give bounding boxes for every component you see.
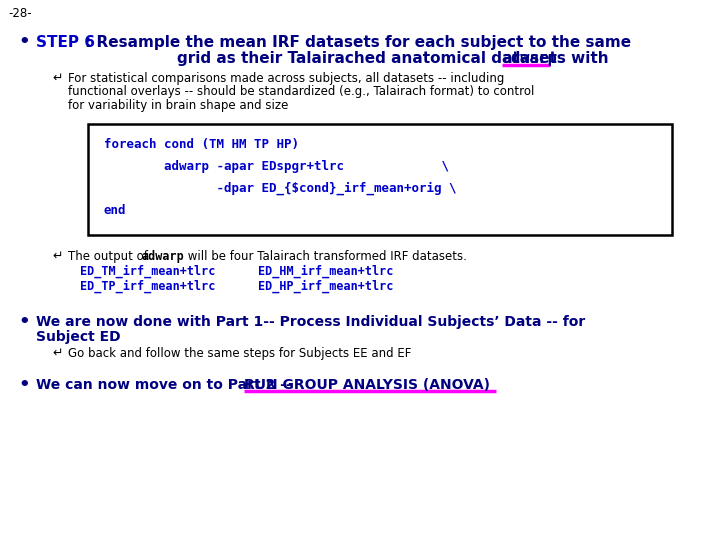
Text: foreach cond (TM HM TP HP): foreach cond (TM HM TP HP) xyxy=(104,138,299,151)
Text: We can now move on to Part 2 --: We can now move on to Part 2 -- xyxy=(36,378,297,392)
Text: ED_HM_irf_mean+tlrc: ED_HM_irf_mean+tlrc xyxy=(258,265,393,279)
Text: -28-: -28- xyxy=(8,7,32,20)
Text: ↵: ↵ xyxy=(52,72,63,85)
Text: -dpar ED_{$cond}_irf_mean+orig \: -dpar ED_{$cond}_irf_mean+orig \ xyxy=(104,182,456,195)
Text: •: • xyxy=(18,33,30,51)
Text: RUN GROUP ANALYSIS (ANOVA): RUN GROUP ANALYSIS (ANOVA) xyxy=(244,378,490,392)
Text: ED_HP_irf_mean+tlrc: ED_HP_irf_mean+tlrc xyxy=(258,280,393,293)
Text: : Resample the mean IRF datasets for each subject to the same: : Resample the mean IRF datasets for eac… xyxy=(85,35,631,50)
Text: For statistical comparisons made across subjects, all datasets -- including: For statistical comparisons made across … xyxy=(68,72,505,85)
Text: •: • xyxy=(18,313,30,331)
Text: will be four Talairach transformed IRF datasets.: will be four Talairach transformed IRF d… xyxy=(184,250,467,263)
Text: adwarp -apar EDspgr+tlrc             \: adwarp -apar EDspgr+tlrc \ xyxy=(104,160,449,173)
Text: ED_TP_irf_mean+tlrc: ED_TP_irf_mean+tlrc xyxy=(80,280,215,293)
Text: The output of: The output of xyxy=(68,250,152,263)
Text: ED_TM_irf_mean+tlrc: ED_TM_irf_mean+tlrc xyxy=(80,265,215,279)
Text: ↵: ↵ xyxy=(52,347,63,360)
Text: •: • xyxy=(18,376,30,394)
Text: functional overlays -- should be standardized (e.g., Talairach format) to contro: functional overlays -- should be standar… xyxy=(68,85,534,98)
Text: Subject ED: Subject ED xyxy=(36,330,121,344)
FancyBboxPatch shape xyxy=(88,124,672,235)
Text: Go back and follow the same steps for Subjects EE and EF: Go back and follow the same steps for Su… xyxy=(68,347,411,360)
Text: We are now done with Part 1-- Process Individual Subjects’ Data -- for: We are now done with Part 1-- Process In… xyxy=(36,315,585,329)
Text: adwarp: adwarp xyxy=(502,51,557,66)
Text: ↵: ↵ xyxy=(52,250,63,263)
Text: grid as their Talairached anatomical datasets with: grid as their Talairached anatomical dat… xyxy=(177,51,614,66)
Text: for variability in brain shape and size: for variability in brain shape and size xyxy=(68,99,289,112)
Text: STEP 6: STEP 6 xyxy=(36,35,95,50)
Text: end: end xyxy=(104,204,127,217)
Text: adwarp: adwarp xyxy=(141,250,184,263)
